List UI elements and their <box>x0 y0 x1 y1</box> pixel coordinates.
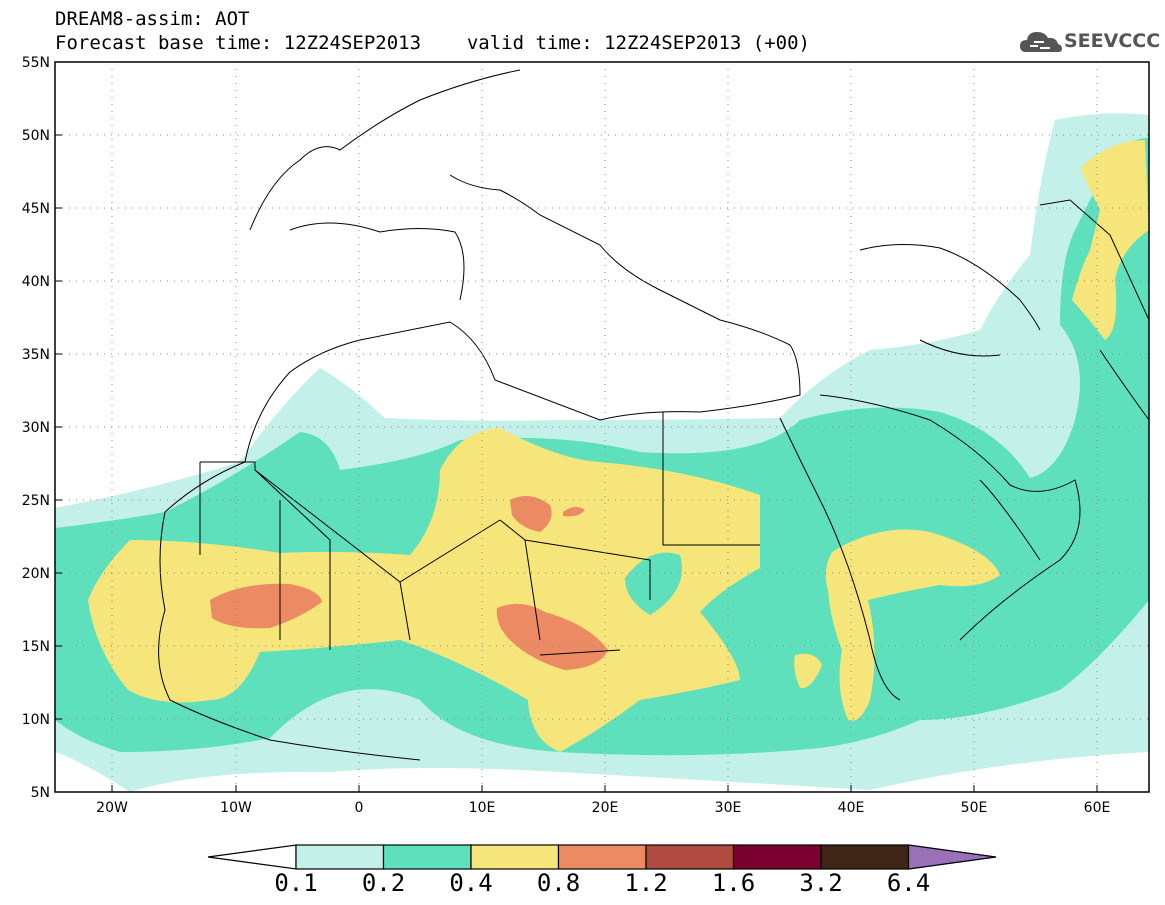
tick-marks <box>55 61 1098 792</box>
colorbar-segment <box>732 844 822 870</box>
lat-label: 10N <box>22 712 50 728</box>
lon-label: 30E <box>715 800 742 816</box>
lat-label: 35N <box>22 347 50 363</box>
lon-label: 50E <box>961 800 988 816</box>
lat-label: 50N <box>22 128 50 144</box>
lat-label: 20N <box>22 566 50 582</box>
lat-label: 5N <box>31 785 50 801</box>
lon-label: 20W <box>96 800 128 816</box>
lat-label: 25N <box>22 493 50 509</box>
lat-label: 15N <box>22 639 50 655</box>
country-borders <box>158 69 1149 761</box>
lat-label: 40N <box>22 274 50 290</box>
colorbar-under-arrow <box>207 844 297 870</box>
lon-label: 40E <box>838 800 865 816</box>
colorbar-segment <box>557 844 647 870</box>
aot-band-0.4 <box>794 653 822 689</box>
logo-text: SEEVCCC <box>1064 30 1161 52</box>
colorbar-label: 0.4 <box>449 869 493 897</box>
colorbar-label: 0.8 <box>536 869 581 897</box>
colorbar-segment <box>470 844 560 870</box>
grid-lines <box>55 62 1149 792</box>
lon-label: 60E <box>1084 800 1111 816</box>
colorbar-segment <box>295 844 385 870</box>
colorbar-label: 3.2 <box>799 869 843 897</box>
lon-label: 10W <box>220 800 252 816</box>
colorbar-label: 1.6 <box>711 869 756 897</box>
colorbar-segment <box>820 844 910 870</box>
aot-band-0.4 <box>825 529 1000 721</box>
lon-label: 10E <box>469 800 496 816</box>
aot-band-0.8 <box>496 603 608 670</box>
colorbar-label: 6.4 <box>886 869 931 897</box>
lon-label: 20E <box>592 800 619 816</box>
colorbar <box>207 844 997 870</box>
colorbar-segment <box>382 844 472 870</box>
colorbar-label: 0.1 <box>274 869 318 897</box>
cloud-icon <box>1020 32 1062 52</box>
forecast-times: Forecast base time: 12Z24SEP2013 valid t… <box>55 32 810 54</box>
lat-label: 45N <box>22 201 50 217</box>
aot-band-0.2 <box>625 552 682 615</box>
aot-band-0.8 <box>510 496 552 532</box>
aot-band-0.4 <box>1072 140 1149 340</box>
base-time: Forecast base time: 12Z24SEP2013 <box>55 32 422 54</box>
lat-label: 55N <box>22 55 50 71</box>
colorbar-segment <box>645 844 735 870</box>
lon-labels: 20W 10W 0 10E 20E 30E 40E 50E 60E <box>96 800 1110 816</box>
valid-time: valid time: 12Z24SEP2013 (+00) <box>466 32 810 54</box>
map-title: DREAM8-assim: AOT <box>55 8 250 30</box>
aot-band-0.8 <box>563 506 585 517</box>
colorbar-over-arrow <box>907 844 997 870</box>
lat-label: 30N <box>22 420 50 436</box>
lat-labels: 55N 50N 45N 40N 35N 30N 25N 20N 15N 10N … <box>22 55 50 801</box>
aot-band-0.4 <box>88 428 760 752</box>
lon-label: 0 <box>355 800 364 816</box>
aot-band-0.8 <box>210 583 322 629</box>
colorbar-label: 0.2 <box>361 869 406 897</box>
colorbar-label: 1.2 <box>624 869 668 897</box>
aot-shading <box>55 113 1149 792</box>
